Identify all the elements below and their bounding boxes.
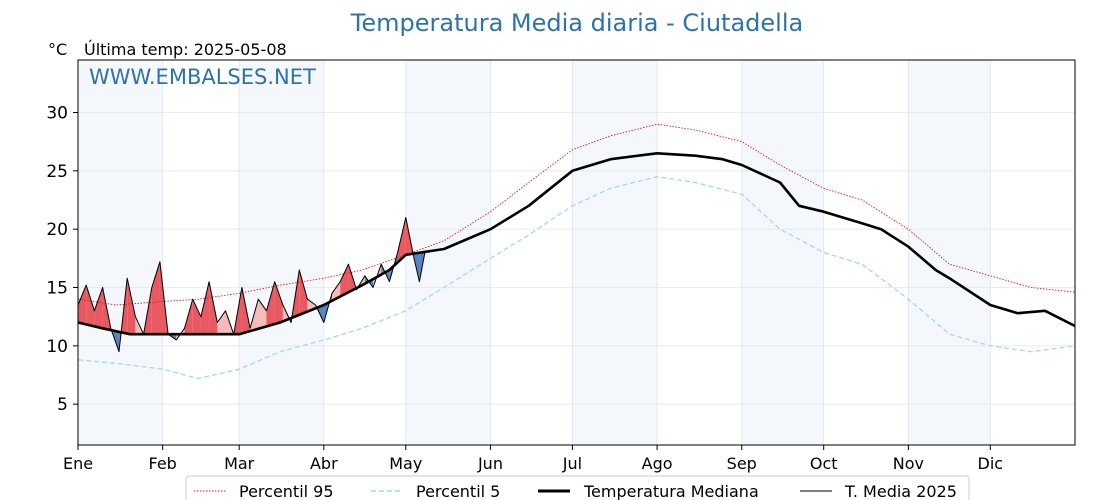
anomaly-above-area — [258, 299, 267, 329]
x-axis: Ene Feb Mar Abr May Jun Jul Ago Sep Oct Nov Dic — [63, 445, 1003, 473]
legend-label-current: T. Media 2025 — [844, 482, 957, 500]
month-shade-band — [239, 60, 324, 445]
unit-label: °C — [48, 40, 67, 59]
watermark: WWW.EMBALSES.NET — [89, 65, 316, 89]
month-shade-band — [572, 60, 658, 445]
y-axis: 5 10 15 20 25 30 — [46, 104, 78, 415]
y-tick-label: 10 — [46, 337, 68, 357]
x-tick-label: Ene — [63, 454, 93, 473]
anomaly-above-area — [299, 270, 308, 315]
legend-label-p95: Percentil 95 — [239, 482, 334, 500]
x-tick-label: Ago — [642, 454, 673, 473]
x-tick-label: Jul — [562, 454, 582, 473]
plot-frame — [77, 59, 1076, 446]
x-tick-label: Dic — [978, 454, 1004, 473]
series-line-median — [77, 152, 1076, 336]
anomaly-above-area — [94, 287, 103, 329]
month-shading — [78, 60, 991, 445]
month-shade-band — [741, 60, 824, 445]
y-tick-label: 20 — [46, 220, 68, 240]
anomaly-above-area — [192, 299, 201, 335]
anomaly-above-area — [274, 281, 283, 325]
anomaly-above-area — [151, 261, 160, 335]
anomaly-fills — [78, 217, 425, 352]
y-tick-label: 5 — [57, 395, 68, 415]
legend-box — [185, 475, 970, 500]
series-line-p5 — [77, 176, 1076, 380]
legend-label-median: Temperatura Mediana — [583, 482, 759, 500]
x-tick-label: Nov — [893, 454, 924, 473]
anomaly-above-area — [397, 217, 406, 263]
x-tick-label: Oct — [810, 454, 838, 473]
anomaly-above-area — [200, 281, 210, 335]
y-tick-label: 30 — [46, 104, 68, 124]
month-shade-band — [908, 60, 991, 445]
anomaly-above-area — [266, 281, 275, 327]
anomaly-above-area — [217, 310, 226, 335]
series-lines — [77, 123, 1076, 380]
y-tick-label: 25 — [46, 162, 68, 182]
series-line-current-year — [77, 217, 426, 353]
anomaly-above-area — [340, 264, 349, 297]
legend: Percentil 95 Percentil 5 Temperatura Med… — [185, 475, 970, 500]
y-tick-label: 15 — [46, 279, 68, 299]
x-tick-label: Mar — [224, 454, 255, 473]
last-temp-label: Última temp: 2025-05-08 — [84, 40, 287, 59]
anomaly-above-area — [127, 278, 136, 335]
anomaly-above-area — [209, 281, 218, 335]
x-tick-label: May — [389, 454, 422, 473]
chart-title: Temperatura Media diaria - Ciutadella — [350, 9, 803, 37]
x-tick-label: Abr — [310, 454, 338, 473]
x-tick-label: Sep — [727, 454, 757, 473]
anomaly-above-area — [332, 281, 341, 301]
x-tick-label: Jun — [477, 454, 503, 473]
legend-label-p5: Percentil 5 — [416, 482, 500, 500]
anomaly-above-area — [86, 285, 95, 327]
plot-area — [77, 59, 1076, 446]
x-tick-label: Feb — [149, 454, 177, 473]
series-line-p95 — [77, 123, 1076, 306]
anomaly-above-area — [78, 285, 87, 325]
month-shade-band — [78, 60, 163, 445]
